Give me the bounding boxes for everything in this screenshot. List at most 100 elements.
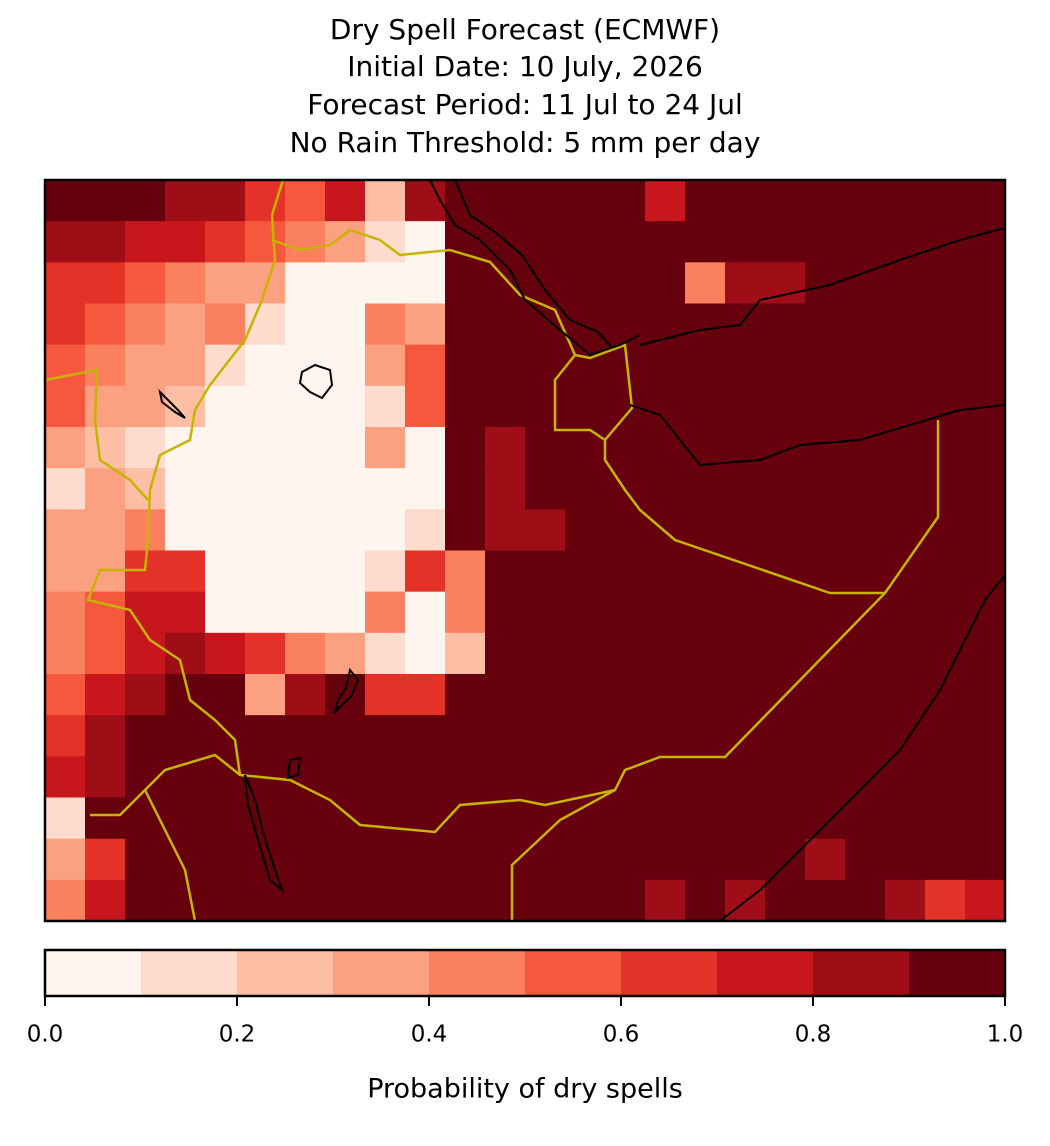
grid-cell <box>805 303 846 346</box>
grid-cell <box>205 591 246 634</box>
grid-cell <box>685 344 726 387</box>
grid-cell <box>45 756 86 799</box>
grid-cell <box>685 303 726 346</box>
grid-cell <box>965 838 1005 881</box>
grid-cell <box>885 674 926 716</box>
grid-cell <box>525 427 566 469</box>
grid-cell <box>725 632 766 675</box>
heatmap-cells <box>45 180 1005 921</box>
grid-cell <box>845 756 886 799</box>
grid-cell <box>165 715 206 757</box>
grid-cell <box>845 221 886 263</box>
grid-cell <box>85 879 126 921</box>
grid-cell <box>205 180 246 222</box>
grid-cell <box>45 550 86 593</box>
grid-cell <box>405 427 446 469</box>
grid-cell <box>845 797 886 840</box>
map-frame <box>43 178 1007 923</box>
grid-cell <box>45 385 86 428</box>
coastline <box>429 180 641 357</box>
grid-cell <box>85 550 126 593</box>
grid-cell <box>765 303 806 346</box>
grid-cell <box>85 715 126 757</box>
grid-cell <box>445 550 486 593</box>
grid-cell <box>85 509 126 552</box>
grid-cell <box>205 715 246 757</box>
grid-cell <box>525 180 566 222</box>
grid-cell <box>765 838 806 881</box>
grid-cell <box>605 879 646 921</box>
grid-cell <box>845 180 886 222</box>
grid-cell <box>45 303 86 346</box>
grid-cell <box>845 509 886 552</box>
grid-cell <box>85 756 126 799</box>
grid-cell <box>605 838 646 881</box>
grid-cell <box>405 674 446 716</box>
grid-cell <box>925 838 966 881</box>
grid-cell <box>805 509 846 552</box>
grid-cell <box>165 468 206 510</box>
grid-cell <box>965 879 1005 921</box>
colorbar-tick-label: 0.8 <box>795 1022 832 1048</box>
grid-cell <box>525 674 566 716</box>
grid-cell <box>205 468 246 510</box>
grid-cell <box>405 591 446 634</box>
grid-cell <box>285 838 326 881</box>
grid-cell <box>565 468 606 510</box>
grid-cell <box>565 262 606 305</box>
grid-cell <box>45 509 86 552</box>
grid-cell <box>325 468 366 510</box>
grid-cell <box>885 344 926 387</box>
grid-cell <box>205 550 246 593</box>
grid-cell <box>805 879 846 921</box>
grid-cell <box>405 715 446 757</box>
grid-cell <box>845 468 886 510</box>
grid-cell <box>245 632 286 675</box>
grid-cell <box>245 715 286 757</box>
grid-cell <box>485 591 526 634</box>
grid-cell <box>325 632 366 675</box>
grid-cell <box>445 468 486 510</box>
grid-cell <box>405 756 446 799</box>
grid-cell <box>925 550 966 593</box>
grid-cell <box>885 262 926 305</box>
grid-cell <box>165 509 206 552</box>
grid-cell <box>245 344 286 387</box>
grid-cell <box>285 468 326 510</box>
grid-cell <box>365 591 406 634</box>
lake <box>333 667 360 716</box>
grid-cell <box>325 674 366 716</box>
grid-cell <box>285 674 326 716</box>
grid-cell <box>445 344 486 387</box>
grid-cell <box>565 509 606 552</box>
grid-cell <box>405 632 446 675</box>
grid-cell <box>805 715 846 757</box>
grid-cell <box>365 674 406 716</box>
grid-cell <box>325 550 366 593</box>
grid-cell <box>565 838 606 881</box>
grid-cell <box>125 180 166 222</box>
grid-cell <box>685 591 726 634</box>
grid-cell <box>845 715 886 757</box>
grid-cell <box>725 344 766 387</box>
grid-cell <box>565 632 606 675</box>
grid-cell <box>205 509 246 552</box>
grid-cell <box>365 303 406 346</box>
grid-cell <box>45 879 86 921</box>
grid-cell <box>885 180 926 222</box>
grid-cell <box>805 674 846 716</box>
grid-cell <box>845 838 886 881</box>
grid-cell <box>645 591 686 634</box>
grid-cell <box>285 427 326 469</box>
grid-cell <box>245 674 286 716</box>
grid-cell <box>165 879 206 921</box>
lake <box>298 363 334 400</box>
grid-cell <box>485 509 526 552</box>
grid-cell <box>685 221 726 263</box>
grid-cell <box>685 550 726 593</box>
grid-cell <box>405 797 446 840</box>
grid-cell <box>725 550 766 593</box>
grid-cell <box>805 591 846 634</box>
grid-cell <box>765 385 806 428</box>
grid-cell <box>45 180 86 222</box>
